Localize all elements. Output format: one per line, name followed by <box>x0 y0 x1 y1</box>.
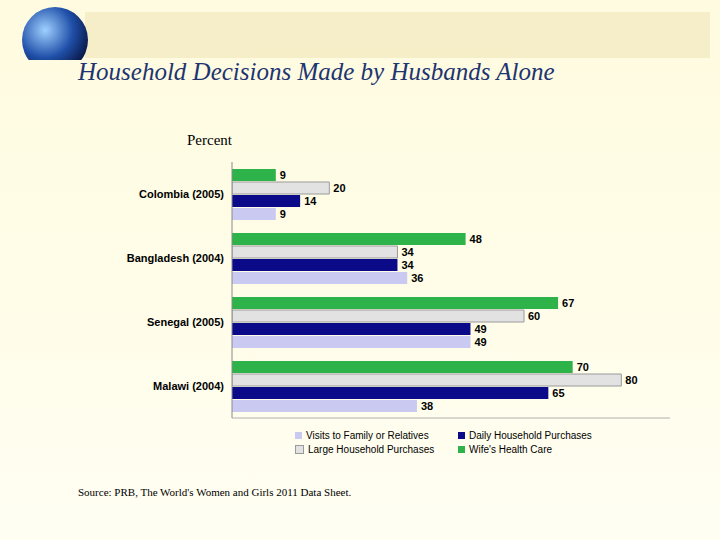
html-text:Wife's Health Care: Wife's Health Care <box>469 444 552 455</box>
svg-text:36: 36 <box>411 272 423 284</box>
svg-text:20: 20 <box>333 182 345 194</box>
html-text:Percent: Percent <box>187 132 232 148</box>
html-text:Household Decisions Made by Hu: Household Decisions Made by Husbands Alo… <box>78 58 555 85</box>
svg-text:9: 9 <box>280 208 286 220</box>
svg-text:48: 48 <box>470 233 482 245</box>
html-text:Large Household Purchases: Large Household Purchases <box>308 444 435 455</box>
svg-text:38: 38 <box>421 400 433 412</box>
svg-text:Bangladesh (2004): Bangladesh (2004) <box>127 252 225 264</box>
svg-text:34: 34 <box>401 259 414 271</box>
html-text:Daily Household Purchases: Daily Household Purchases <box>469 430 592 441</box>
svg-text:14: 14 <box>304 195 317 207</box>
svg-text:Senegal (2005): Senegal (2005) <box>147 316 224 328</box>
svg-text:34: 34 <box>401 246 414 258</box>
svg-text:Colombia (2005): Colombia (2005) <box>139 188 224 200</box>
svg-text:Malawi (2004): Malawi (2004) <box>153 380 224 392</box>
svg-text:65: 65 <box>552 387 564 399</box>
svg-text:9: 9 <box>280 169 286 181</box>
svg-text:49: 49 <box>474 323 486 335</box>
svg-text:67: 67 <box>562 297 574 309</box>
html-text:Visits to Family or Relatives: Visits to Family or Relatives <box>306 430 429 441</box>
svg-text:80: 80 <box>625 374 637 386</box>
html-text:Source: PRB, The World's Women: Source: PRB, The World's Women and Girls… <box>78 486 352 498</box>
svg-text:49: 49 <box>474 336 486 348</box>
svg-text:60: 60 <box>528 310 540 322</box>
svg-text:70: 70 <box>577 361 589 373</box>
